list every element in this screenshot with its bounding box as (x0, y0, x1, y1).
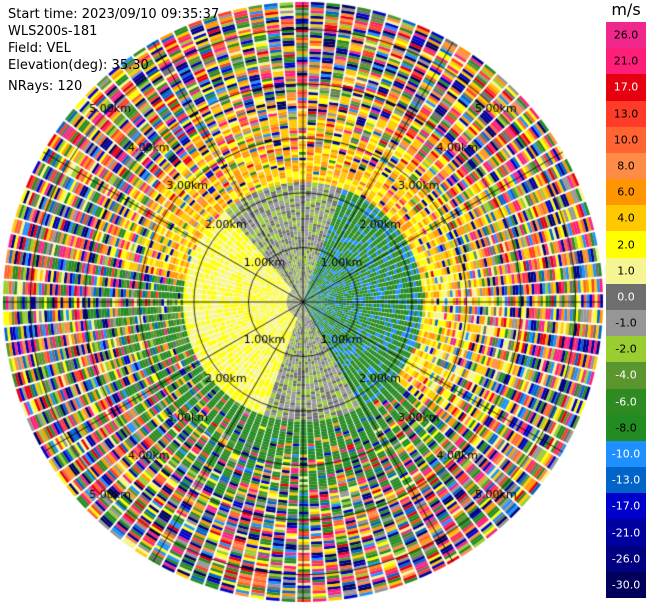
colorbar-swatch (606, 283, 646, 311)
colorbar-tick-label: 26.0 (613, 28, 639, 42)
nrays-label: NRays: 120 (8, 79, 83, 94)
ppi-radar-plot (0, 0, 606, 607)
colorbar-swatch (606, 440, 646, 468)
colorbar-swatch (606, 152, 646, 180)
field-label: Field: VEL (8, 41, 71, 56)
colorbar-swatch (606, 336, 646, 363)
colorbar-tick-label: 10.0 (613, 133, 639, 147)
colorbar-tick-label: -30.0 (611, 578, 641, 592)
colorbar-tick-label: -2.0 (615, 342, 637, 356)
colorbar-tick-label: 2.0 (617, 238, 635, 252)
colorbar-tick-label: 4.0 (617, 211, 635, 225)
colorbar-swatch (606, 362, 646, 390)
colorbar-swatch (606, 100, 646, 128)
colorbar-swatch (606, 414, 646, 442)
elevation-label: Elevation(deg): 35.30 (8, 58, 149, 73)
colorbar-tick-label: 21.0 (613, 54, 639, 68)
instrument-label: WLS200s-181 (8, 24, 98, 39)
colorbar-tick-label: 13.0 (613, 107, 639, 121)
colorbar-tick-label: -1.0 (615, 316, 637, 330)
colorbar-tick-label: 1.0 (617, 264, 635, 278)
colorbar-swatch (606, 74, 646, 102)
colorbar-tick-label: 0.0 (617, 290, 635, 304)
colorbar-tick-label: 17.0 (613, 80, 639, 94)
colorbar-tick-label: -10.0 (611, 447, 641, 461)
colorbar-swatch (606, 48, 646, 75)
colorbar-swatch (606, 126, 646, 154)
colorbar: 26.0 21.0 17.0 13.0 10.0 8.0 6.0 4.0 2.0 1.0 0.0 -1… (606, 22, 646, 599)
metadata-block: Start time: 2023/09/10 09:35:37 WLS200s-… (8, 6, 219, 95)
colorbar-tick-label: -13.0 (611, 473, 641, 487)
colorbar-swatch (606, 310, 646, 337)
colorbar-swatch (606, 519, 646, 547)
colorbar-unit: m/s (611, 0, 641, 19)
colorbar-tick-label: -26.0 (611, 552, 641, 566)
colorbar-tick-label: -6.0 (615, 395, 637, 409)
colorbar-tick-label: 8.0 (617, 159, 635, 173)
colorbar-tick-label: -8.0 (615, 421, 637, 435)
colorbar-tick-label: -17.0 (611, 499, 641, 513)
colorbar-swatch (606, 493, 646, 520)
colorbar-tick-label: 6.0 (617, 185, 635, 199)
colorbar-swatch (606, 22, 646, 49)
colorbar-swatch (606, 205, 646, 232)
colorbar-swatch (606, 231, 646, 259)
start-time-label: Start time: 2023/09/10 09:35:37 (8, 7, 220, 22)
colorbar-tick-label: -21.0 (611, 526, 641, 540)
colorbar-swatch (606, 571, 646, 599)
colorbar-swatch (606, 545, 646, 573)
colorbar-tick-label: -4.0 (615, 368, 637, 382)
colorbar-swatch (606, 257, 646, 285)
colorbar-swatch (606, 388, 646, 416)
colorbar-swatch (606, 467, 646, 494)
colorbar-swatch (606, 179, 646, 206)
